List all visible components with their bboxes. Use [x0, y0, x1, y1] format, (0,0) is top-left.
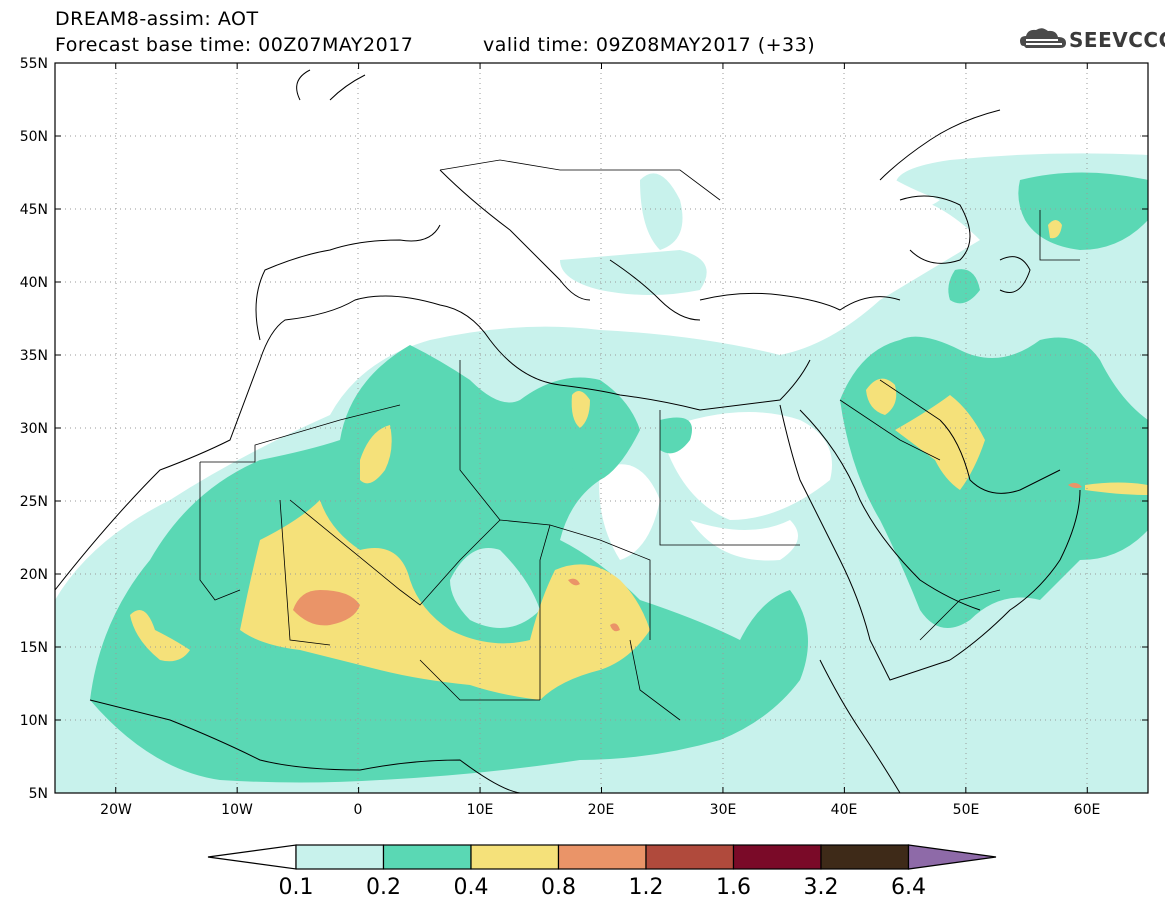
colorbar-segment: [557, 844, 647, 870]
lat-label: 45N: [20, 202, 48, 218]
colorbar-segment: [295, 844, 385, 870]
logo-text: SEEVCCC: [1069, 28, 1165, 52]
lat-label: 5N: [29, 786, 48, 802]
lon-label: 20E: [588, 802, 615, 818]
lat-label: 25N: [20, 494, 48, 510]
lon-label: 40E: [831, 802, 858, 818]
lat-label: 40N: [20, 275, 48, 291]
valid-time: valid time: 09Z08MAY2017 (+33): [483, 34, 816, 56]
axis-ticks: [55, 62, 1148, 794]
lat-label: 10N: [20, 713, 48, 729]
colorbar-label: 0.8: [541, 875, 576, 900]
colorbar-label: 3.2: [804, 875, 839, 900]
map-title: DREAM8-assim: AOT: [55, 8, 259, 30]
coastlines: [55, 69, 1081, 793]
cloud-icon: [1020, 28, 1066, 48]
lon-label: 0: [354, 802, 363, 818]
lon-label: 10W: [221, 802, 253, 818]
colorbar-max-arrow: [907, 844, 997, 870]
forecast-base-time: Forecast base time: 00Z07MAY2017: [55, 34, 414, 56]
lat-label: 20N: [20, 567, 48, 583]
lon-label: 30E: [710, 802, 737, 818]
colorbar-labels: 0.1 0.2 0.4 0.8 1.2 1.6 3.2 6.4: [279, 875, 927, 900]
colorbar-label: 6.4: [891, 875, 926, 900]
lat-label: 30N: [20, 421, 48, 437]
colorbar: [207, 844, 997, 870]
lon-label: 50E: [953, 802, 980, 818]
aot-level-0.4: [130, 220, 1148, 700]
colorbar-label: 1.2: [629, 875, 664, 900]
colorbar-segment: [645, 844, 735, 870]
borders: [199, 159, 1080, 721]
colorbar-segment: [732, 844, 822, 870]
colorbar-min-arrow: [207, 844, 297, 870]
lat-label: 15N: [20, 640, 48, 656]
colorbar-label: 0.2: [366, 875, 401, 900]
lon-label: 10E: [467, 802, 494, 818]
aot-level-0.8: [293, 482, 1082, 632]
lat-label: 50N: [20, 129, 48, 145]
lon-label: 60E: [1074, 802, 1101, 818]
colorbar-segment: [820, 844, 910, 870]
latitude-labels: 55N 50N 45N 40N 35N 30N 25N 20N 15N 10N …: [20, 56, 48, 802]
aot-level-0.2: [90, 172, 1148, 783]
lat-label: 55N: [20, 56, 48, 72]
colorbar-segment: [470, 844, 560, 870]
lon-label: 20W: [100, 802, 132, 818]
colorbar-label: 0.1: [279, 875, 314, 900]
colorbar-segment: [382, 844, 472, 870]
lat-label: 35N: [20, 348, 48, 364]
graticule: [55, 63, 1148, 793]
colorbar-label: 0.4: [454, 875, 489, 900]
colorbar-label: 1.6: [716, 875, 751, 900]
longitude-labels: 20W 10W 0 10E 20E 30E 40E 50E 60E: [100, 802, 1100, 818]
